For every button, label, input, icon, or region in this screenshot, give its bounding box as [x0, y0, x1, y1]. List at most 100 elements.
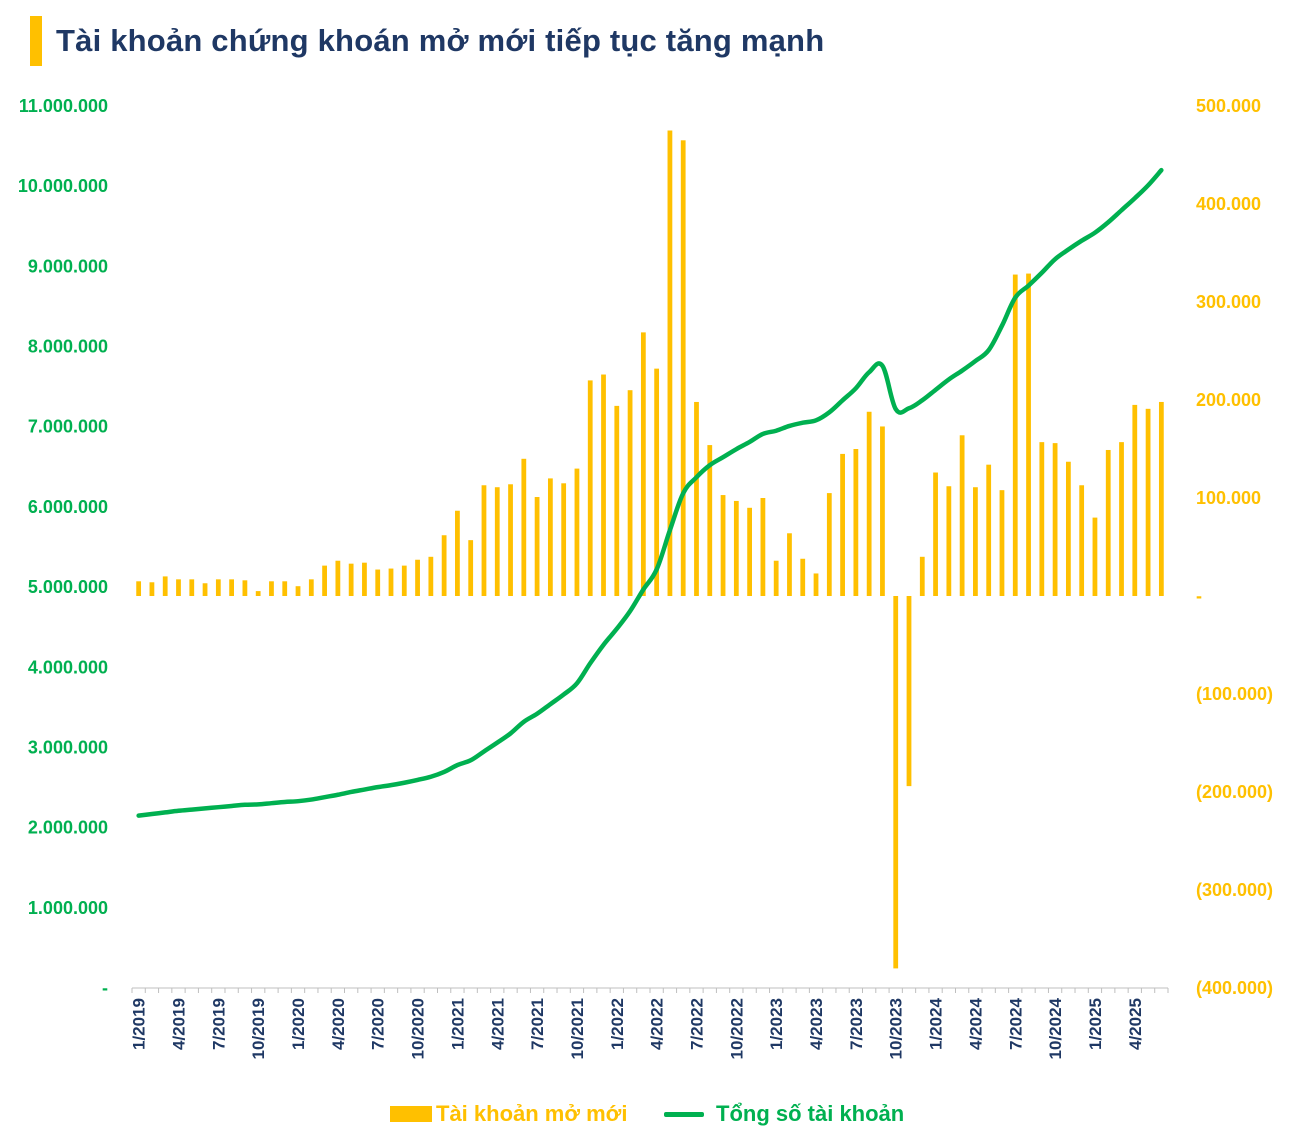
bar-new-accounts-10-2019: [255, 591, 261, 596]
bar-new-accounts-3-2023: [800, 558, 806, 596]
bar-new-accounts-7-2022: [694, 401, 699, 596]
bar-new-accounts-2-2021: [468, 540, 474, 596]
bar-new-accounts-2-2024: [946, 486, 952, 596]
bar-new-accounts-8-2021: [547, 478, 553, 596]
bar-new-accounts-12-2021: [601, 374, 606, 596]
bar-new-accounts-11-2021: [587, 380, 593, 596]
left-axis-tick-label: 3.000.000: [28, 737, 108, 757]
right-axis-tick-label: 400.000: [1196, 194, 1261, 214]
bar-new-accounts-6-2025: [1158, 401, 1164, 596]
x-axis-tick-label: 10/2024: [1046, 997, 1065, 1059]
bar-new-accounts-10-2023: [893, 596, 899, 969]
bar-new-accounts-11-2019: [269, 581, 274, 596]
left-axis-tick-label: 8.000.000: [28, 337, 108, 357]
bar-new-accounts-10-2020: [415, 559, 420, 596]
bar-new-accounts-6-2022: [680, 140, 686, 597]
bar-new-accounts-7-2019: [215, 579, 221, 596]
x-axis-tick-label: 1/2023: [767, 998, 786, 1050]
bar-new-accounts-2-2019: [149, 582, 155, 596]
x-axis-tick-label: 10/2023: [887, 998, 906, 1059]
x-axis-tick-label: 4/2019: [169, 998, 188, 1050]
x-axis-tick-label: 1/2020: [289, 998, 308, 1050]
left-axis-tick-label: 11.000.000: [19, 96, 108, 116]
x-axis-tick-label: 7/2024: [1006, 997, 1025, 1050]
bar-new-accounts-12-2019: [282, 581, 288, 596]
left-axis-tick-label: 5.000.000: [28, 577, 108, 597]
x-axis-tick-label: 10/2022: [727, 998, 746, 1059]
title-accent-bar: [30, 16, 42, 66]
chart-legend: Tài khoản mở mới Tổng số tài khoản: [0, 1096, 1292, 1132]
bar-new-accounts-4-2019: [176, 579, 181, 596]
bar-new-accounts-1-2024: [933, 472, 938, 596]
x-axis-tick-label: 10/2021: [568, 998, 587, 1059]
x-axis-tick-label: 7/2021: [528, 998, 547, 1050]
bar-new-accounts-4-2020: [335, 560, 341, 596]
bar-new-accounts-6-2021: [521, 458, 527, 596]
bar-new-accounts-5-2024: [986, 464, 992, 596]
left-axis-tick-label: 6.000.000: [28, 497, 108, 517]
right-y-axis: 500.000 400.000 300.000 200.000 100.000 - (100…: [1196, 96, 1273, 998]
legend-label-total-accounts: Tổng số tài khoản: [716, 1101, 905, 1126]
legend-item-new-accounts: Tài khoản mở mới: [390, 1096, 627, 1132]
left-axis-tick-label: -: [102, 978, 108, 998]
bar-new-accounts-9-2023: [880, 426, 885, 596]
right-axis-tick-label: 500.000: [1196, 96, 1261, 116]
bar-new-accounts-10-2022: [733, 500, 739, 596]
bar-new-accounts-5-2021: [508, 484, 513, 596]
x-axis-tick-label: 4/2022: [648, 998, 667, 1050]
bar-new-accounts-1-2023: [773, 560, 779, 596]
bar-new-accounts-5-2022: [667, 130, 673, 596]
bar-new-accounts-6-2019: [202, 583, 208, 596]
x-axis-tick-label: 4/2025: [1126, 998, 1145, 1050]
bar-new-accounts-5-2020: [348, 563, 354, 596]
bar-new-accounts-11-2024: [1065, 461, 1071, 596]
bar-new-accounts-5-2023: [826, 493, 832, 596]
bar-new-accounts-12-2022: [760, 498, 766, 596]
bar-new-accounts-1-2025: [1092, 517, 1098, 596]
legend-item-total-accounts: Tổng số tài khoản: [664, 1096, 904, 1132]
bar-new-accounts-1-2021: [455, 510, 460, 596]
legend-line-swatch: [664, 1111, 704, 1117]
left-axis-tick-label: 10.000.000: [18, 176, 108, 196]
bar-new-accounts-2-2020: [308, 579, 314, 596]
x-axis-tick-label: 4/2021: [488, 998, 507, 1050]
bar-new-accounts-8-2023: [866, 411, 872, 596]
bar-new-accounts-7-2020: [375, 569, 381, 596]
bar-new-accounts-6-2020: [362, 562, 367, 596]
bar-new-accounts-3-2020: [322, 565, 327, 596]
bar-new-accounts-7-2023: [853, 449, 859, 596]
x-axis-tick-label: 4/2023: [807, 998, 826, 1050]
x-axis-tick-label: 4/2020: [329, 998, 348, 1050]
bar-new-accounts-2-2025: [1105, 449, 1111, 596]
bar-new-accounts-3-2022: [640, 332, 646, 596]
x-axis-tick-label: 10/2020: [409, 998, 428, 1059]
left-axis-tick-label: 4.000.000: [28, 657, 108, 677]
right-axis-tick-label: 200.000: [1196, 390, 1261, 410]
left-y-axis: - 1.000.000 2.000.000 3.000.000 4.000.000 5.0…: [18, 96, 108, 998]
left-axis-tick-label: 9.000.000: [28, 256, 108, 276]
bar-new-accounts-3-2025: [1119, 442, 1124, 596]
bar-new-accounts-4-2022: [654, 368, 660, 596]
x-axis-tick-label: 7/2023: [847, 998, 866, 1050]
chart-title: Tài khoản chứng khoán mở mới tiếp tục tă…: [56, 23, 825, 58]
bar-new-accounts-9-2021: [561, 483, 567, 596]
right-axis-tick-label: (200.000): [1196, 782, 1273, 802]
bar-new-accounts-7-2024: [1012, 274, 1018, 596]
left-axis-tick-label: 1.000.000: [28, 898, 108, 918]
x-axis-tick-label: 4/2024: [966, 997, 985, 1050]
legend-bar-swatch: [390, 1106, 432, 1122]
bar-new-accounts-4-2023: [813, 573, 819, 596]
x-axis-tick-label: 1/2019: [130, 998, 149, 1050]
x-axis-tick-label: 7/2020: [369, 998, 388, 1050]
x-axis-tick-label: 10/2019: [249, 998, 268, 1059]
bar-new-accounts-2-2022: [627, 390, 633, 596]
x-axis-tick-label: 1/2024: [927, 997, 946, 1050]
right-axis-tick-label: -: [1196, 586, 1202, 606]
bar-new-accounts-4-2025: [1132, 404, 1138, 596]
total-accounts-line: [136, 167, 1164, 818]
right-axis-tick-label: (400.000): [1196, 978, 1273, 998]
x-axis-tick-label: 7/2022: [687, 998, 706, 1050]
new-accounts-bars: [136, 130, 1164, 969]
bar-new-accounts-8-2022: [707, 445, 713, 596]
